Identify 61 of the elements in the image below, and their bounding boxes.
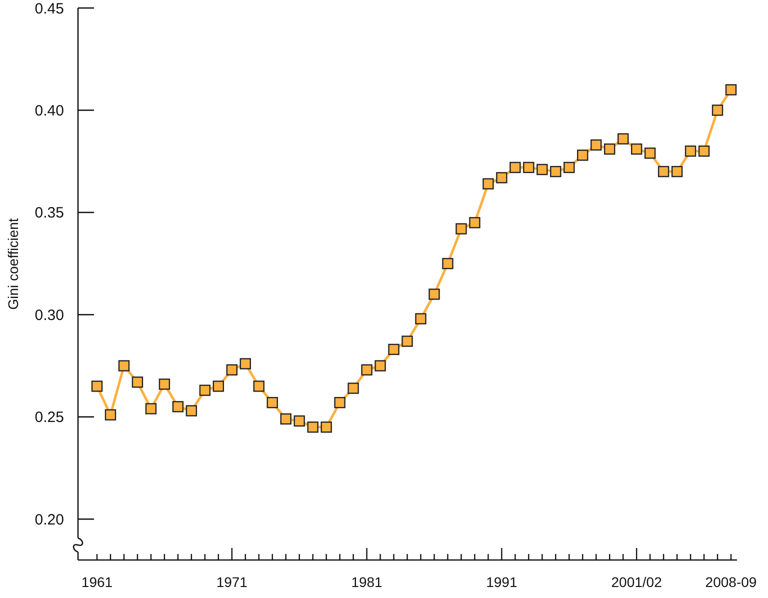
point <box>604 143 616 155</box>
x-tick-label: 1981 <box>351 574 383 590</box>
point <box>496 172 508 184</box>
point <box>523 162 534 174</box>
y-tick-label: 0.30 <box>34 306 64 324</box>
point <box>348 382 359 394</box>
x-tick-label: 2008-09 <box>705 574 757 590</box>
x-tick-label: 1971 <box>216 574 248 590</box>
point <box>698 146 710 157</box>
point <box>564 162 575 174</box>
point <box>212 380 224 392</box>
point <box>104 409 116 420</box>
point <box>361 364 372 376</box>
point <box>334 396 346 408</box>
point <box>684 146 696 157</box>
x-tick-label: 1961 <box>81 574 113 590</box>
point <box>658 166 670 178</box>
point <box>240 358 251 370</box>
point <box>482 178 494 190</box>
point <box>320 422 332 433</box>
point <box>671 166 683 178</box>
point <box>118 360 130 372</box>
point <box>280 413 292 425</box>
point <box>253 380 264 392</box>
point <box>469 217 480 228</box>
point <box>536 164 548 176</box>
point <box>158 378 170 390</box>
point <box>294 415 305 427</box>
y-tick-label: 0.45 <box>34 0 64 18</box>
point <box>456 223 467 234</box>
point <box>186 405 198 416</box>
point <box>590 139 602 151</box>
point <box>712 104 724 116</box>
point <box>577 150 588 161</box>
point <box>226 364 238 376</box>
point <box>388 344 400 356</box>
point <box>617 133 629 144</box>
y-axis-title: Gini coefficient <box>5 218 21 310</box>
y-tick-label: 0.20 <box>34 511 64 528</box>
y-tick-label: 0.40 <box>34 102 64 120</box>
point <box>550 166 562 178</box>
point <box>428 288 440 300</box>
x-tick-label: 2001/02 <box>611 574 662 590</box>
point <box>442 258 454 270</box>
point <box>415 313 426 324</box>
point <box>132 376 144 388</box>
point <box>91 380 103 392</box>
point <box>145 403 157 414</box>
point <box>199 384 211 396</box>
point <box>510 162 521 174</box>
point <box>630 143 642 155</box>
x-tick-label: 1991 <box>486 574 518 590</box>
point <box>374 360 386 372</box>
point <box>307 422 318 433</box>
point <box>725 84 737 96</box>
point <box>172 401 184 412</box>
point <box>402 336 413 347</box>
point <box>644 148 656 159</box>
point <box>266 396 278 408</box>
y-tick-label: 0.25 <box>34 409 64 426</box>
y-tick-label: 0.35 <box>34 204 64 222</box>
